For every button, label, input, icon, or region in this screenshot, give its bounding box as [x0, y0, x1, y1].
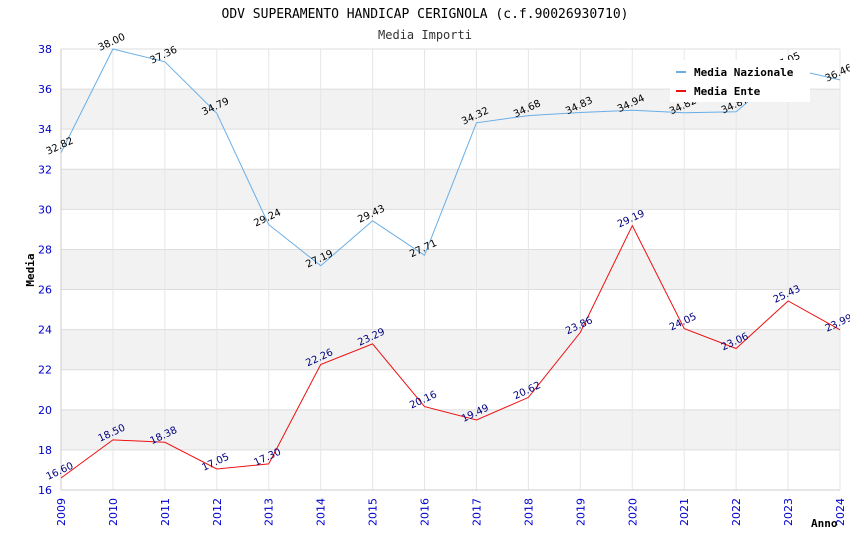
x-tick-label: 2024: [834, 498, 847, 526]
x-tick-label: 2016: [419, 498, 432, 526]
x-tick-label: 2013: [263, 498, 276, 526]
y-tick-label: 38: [38, 43, 52, 56]
x-tick-label: 2019: [574, 498, 587, 526]
series-line-media-ente: [60, 224, 841, 479]
chart-title: ODV SUPERAMENTO HANDICAP CERIGNOLA (c.f.…: [222, 7, 629, 22]
y-tick-label: 36: [38, 83, 52, 96]
y-tick-label: 34: [38, 123, 52, 136]
x-axis-label: Anno: [811, 517, 838, 530]
x-tick-label: 2014: [315, 498, 328, 526]
x-tick-label: 2023: [782, 498, 795, 526]
y-tick-label: 20: [38, 404, 52, 417]
y-tick-label: 26: [38, 284, 52, 297]
series-line-media-nazionale: [60, 48, 841, 267]
y-axis-label: Media: [24, 253, 37, 286]
x-tick-label: 2018: [522, 498, 535, 526]
series-lines: [60, 48, 841, 479]
y-tick-label: 32: [38, 163, 52, 176]
x-tick-label: 2017: [470, 498, 483, 526]
chart-subtitle: Media Importi: [378, 28, 472, 42]
x-tick-label: 2021: [678, 498, 691, 526]
x-tick-label: 2015: [367, 498, 380, 526]
y-tick-label: 18: [38, 444, 52, 457]
y-tick-label: 22: [38, 364, 52, 377]
x-tick-label: 2012: [211, 498, 224, 526]
y-axis-ticks: 16 18 20 22 24 26 28 30 32 34 36 38: [38, 43, 52, 497]
y-tick-label: 28: [38, 243, 52, 256]
x-tick-label: 2010: [107, 498, 120, 526]
y-tick-label: 30: [38, 203, 52, 216]
x-tick-label: 2009: [55, 498, 68, 526]
legend: Media Nazionale Media Ente: [670, 60, 810, 102]
legend-box: [670, 60, 810, 102]
x-tick-label: 2020: [626, 498, 639, 526]
legend-entry: Media Ente: [694, 85, 761, 98]
x-tick-label: 2022: [730, 498, 743, 526]
x-tick-label: 2011: [159, 498, 172, 526]
plot-band: [61, 249, 840, 290]
x-axis-ticks: 2009 2010 2011 2012 2013 2014 2015 2016 2017 2018…: [55, 498, 847, 526]
plot-band: [61, 329, 840, 370]
plot-band: [61, 409, 840, 450]
y-tick-label: 24: [38, 324, 52, 337]
legend-entry: Media Nazionale: [694, 66, 794, 79]
y-tick-label: 16: [38, 484, 52, 497]
